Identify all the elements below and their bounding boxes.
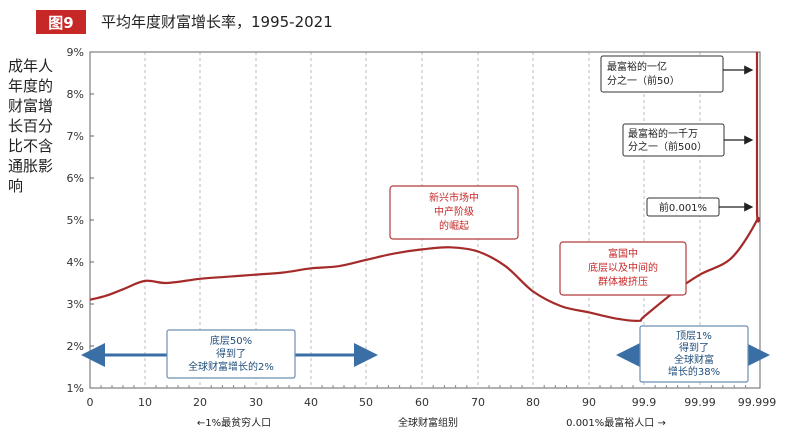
x-tick-label: 50 bbox=[359, 396, 373, 409]
x-tick-label: 80 bbox=[526, 396, 540, 409]
annotation-top-500-line-2: 分之一（前500） bbox=[628, 140, 707, 153]
y-tick-label: 1% bbox=[67, 382, 84, 395]
annotation-top-50: 最富裕的一亿 分之一（前50） bbox=[600, 55, 754, 93]
annotation-top-500-line-1: 最富裕的一千万 bbox=[628, 127, 698, 140]
x-tick-label: 10 bbox=[138, 396, 152, 409]
x-tick-label: 99.9 bbox=[632, 396, 657, 409]
annotation-top-1-line-3: 全球财富 bbox=[674, 353, 714, 366]
annotation-squeeze-line-3: 群体被挤压 bbox=[598, 275, 648, 288]
annotation-top-1-line-4: 增长的38% bbox=[668, 365, 720, 378]
x-tick-label: 60 bbox=[415, 396, 429, 409]
y-tick-label: 7% bbox=[67, 130, 84, 143]
y-tick-label: 8% bbox=[67, 88, 84, 101]
annotation-bottom-50-line-3: 全球财富增长的2% bbox=[188, 360, 274, 373]
annotation-top-500: 最富裕的一千万 分之一（前500） bbox=[622, 123, 754, 157]
figure-badge: 图9 bbox=[36, 10, 86, 34]
annotation-bottom-50-line-2: 得到了 bbox=[216, 348, 246, 360]
annotation-top-1-line-2: 得到了 bbox=[679, 342, 709, 354]
annotation-emerging-line-1: 新兴市场中 bbox=[429, 191, 479, 204]
x-axis-label: 全球财富组别 bbox=[398, 416, 458, 429]
annotation-top-0001-label: 前0.001% bbox=[659, 201, 707, 214]
chart-title: 平均年度财富增长率，1995-2021 bbox=[101, 13, 333, 31]
annotation-top-50-line-2: 分之一（前50） bbox=[607, 74, 680, 87]
series-line bbox=[89, 52, 760, 322]
y-tick-label: 2% bbox=[67, 340, 84, 353]
annotation-bottom-50: 底层50% 得到了 全球财富增长的2% bbox=[166, 329, 296, 379]
annotation-emerging-line-2: 中产阶级 bbox=[434, 205, 474, 218]
y-tick-label: 6% bbox=[67, 172, 84, 185]
annotation-top-1-line-1: 顶层1% bbox=[676, 330, 712, 342]
x-tick-label: 99.99 bbox=[684, 396, 716, 409]
y-tick-label: 5% bbox=[67, 214, 84, 227]
annotation-squeeze-line-1: 富国中 bbox=[608, 247, 638, 260]
annotation-squeeze-line-2: 底层以及中间的 bbox=[588, 261, 658, 274]
y-tick-label: 3% bbox=[67, 298, 84, 311]
x-tick-label: 70 bbox=[471, 396, 485, 409]
x-tick-label: 99.999 bbox=[738, 396, 777, 409]
x-tick-label: 90 bbox=[582, 396, 596, 409]
x-tick-label: 20 bbox=[193, 396, 207, 409]
annotation-emerging-middle-class: 新兴市场中 中产阶级 的崛起 bbox=[389, 185, 519, 240]
x-tick-label: 0 bbox=[87, 396, 94, 409]
x-tick-label: 40 bbox=[304, 396, 318, 409]
annotation-emerging-line-3: 的崛起 bbox=[439, 219, 469, 232]
y-tick-label: 4% bbox=[67, 256, 84, 269]
x-tick-label: 30 bbox=[249, 396, 263, 409]
x-sub-label-poorest: ←1%最贫穷人口 bbox=[197, 416, 271, 429]
annotation-top-50-line-1: 最富裕的一亿 bbox=[607, 60, 667, 73]
x-sub-label-richest: 0.001%最富裕人口 → bbox=[566, 416, 666, 429]
annotation-top-0001: 前0.001% bbox=[646, 197, 754, 217]
annotation-rich-country-squeeze: 富国中 底层以及中间的 群体被挤压 bbox=[559, 241, 687, 296]
y-tick-label: 9% bbox=[67, 46, 84, 59]
annotation-top-1: 顶层1% 得到了 全球财富 增长的38% bbox=[639, 325, 749, 383]
y-axis-label: 成年人年度的财富增长百分比不含通胀影响 bbox=[8, 57, 54, 195]
annotation-bottom-50-line-1: 底层50% bbox=[210, 334, 252, 347]
